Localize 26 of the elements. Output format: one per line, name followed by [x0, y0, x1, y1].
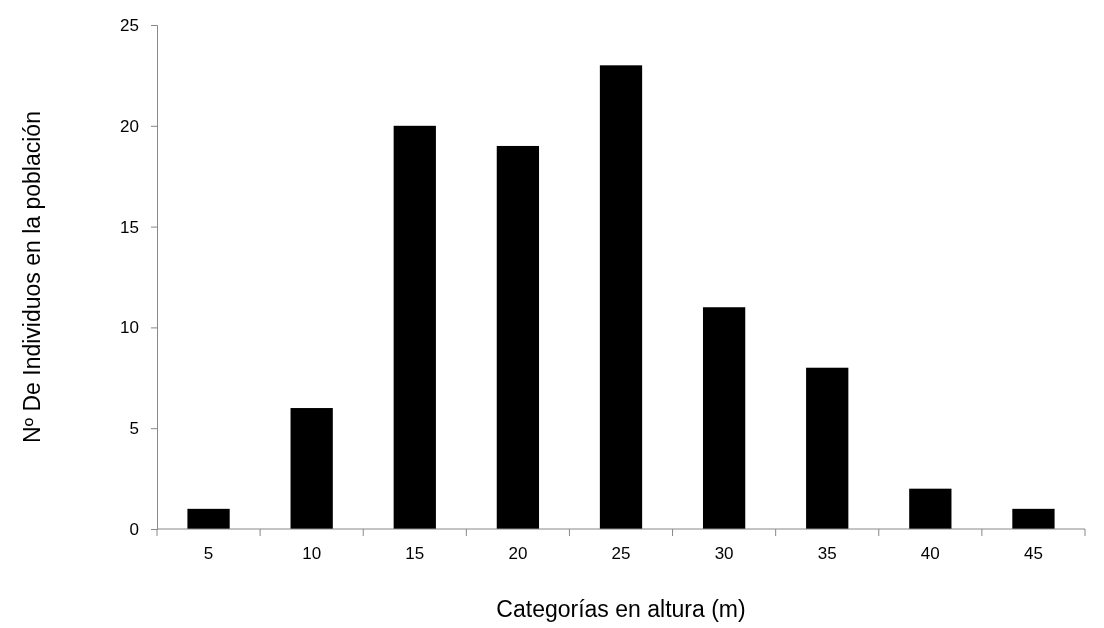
x-tick-label: 20	[508, 544, 528, 563]
x-tick-label: 15	[405, 544, 425, 563]
bar	[1012, 508, 1055, 529]
x-tick-label: 5	[203, 544, 214, 563]
y-axis-title: Nº De Individuos en la población	[19, 111, 45, 443]
x-tick-label: 10	[302, 544, 322, 563]
bar	[187, 508, 230, 529]
bar	[909, 488, 952, 529]
bar	[393, 125, 436, 529]
y-tick-label: 25	[120, 15, 139, 35]
bar	[496, 145, 540, 529]
bar	[599, 65, 643, 529]
y-tick-label: 10	[120, 318, 139, 338]
bar	[702, 307, 746, 529]
bar	[806, 367, 849, 529]
x-tick-label: 30	[714, 544, 734, 563]
y-tick-label: 5	[129, 419, 139, 439]
x-tick-label: 45	[1023, 544, 1043, 563]
x-axis-title: Categorías en altura (m)	[496, 596, 746, 622]
y-tick-label: 0	[129, 519, 139, 539]
x-tick-label: 35	[817, 544, 837, 563]
x-tick-label: 25	[611, 544, 631, 563]
y-tick-label: 15	[120, 217, 139, 237]
bar	[290, 408, 333, 529]
y-tick-label: 20	[120, 116, 139, 136]
x-tick-label: 40	[920, 544, 940, 563]
